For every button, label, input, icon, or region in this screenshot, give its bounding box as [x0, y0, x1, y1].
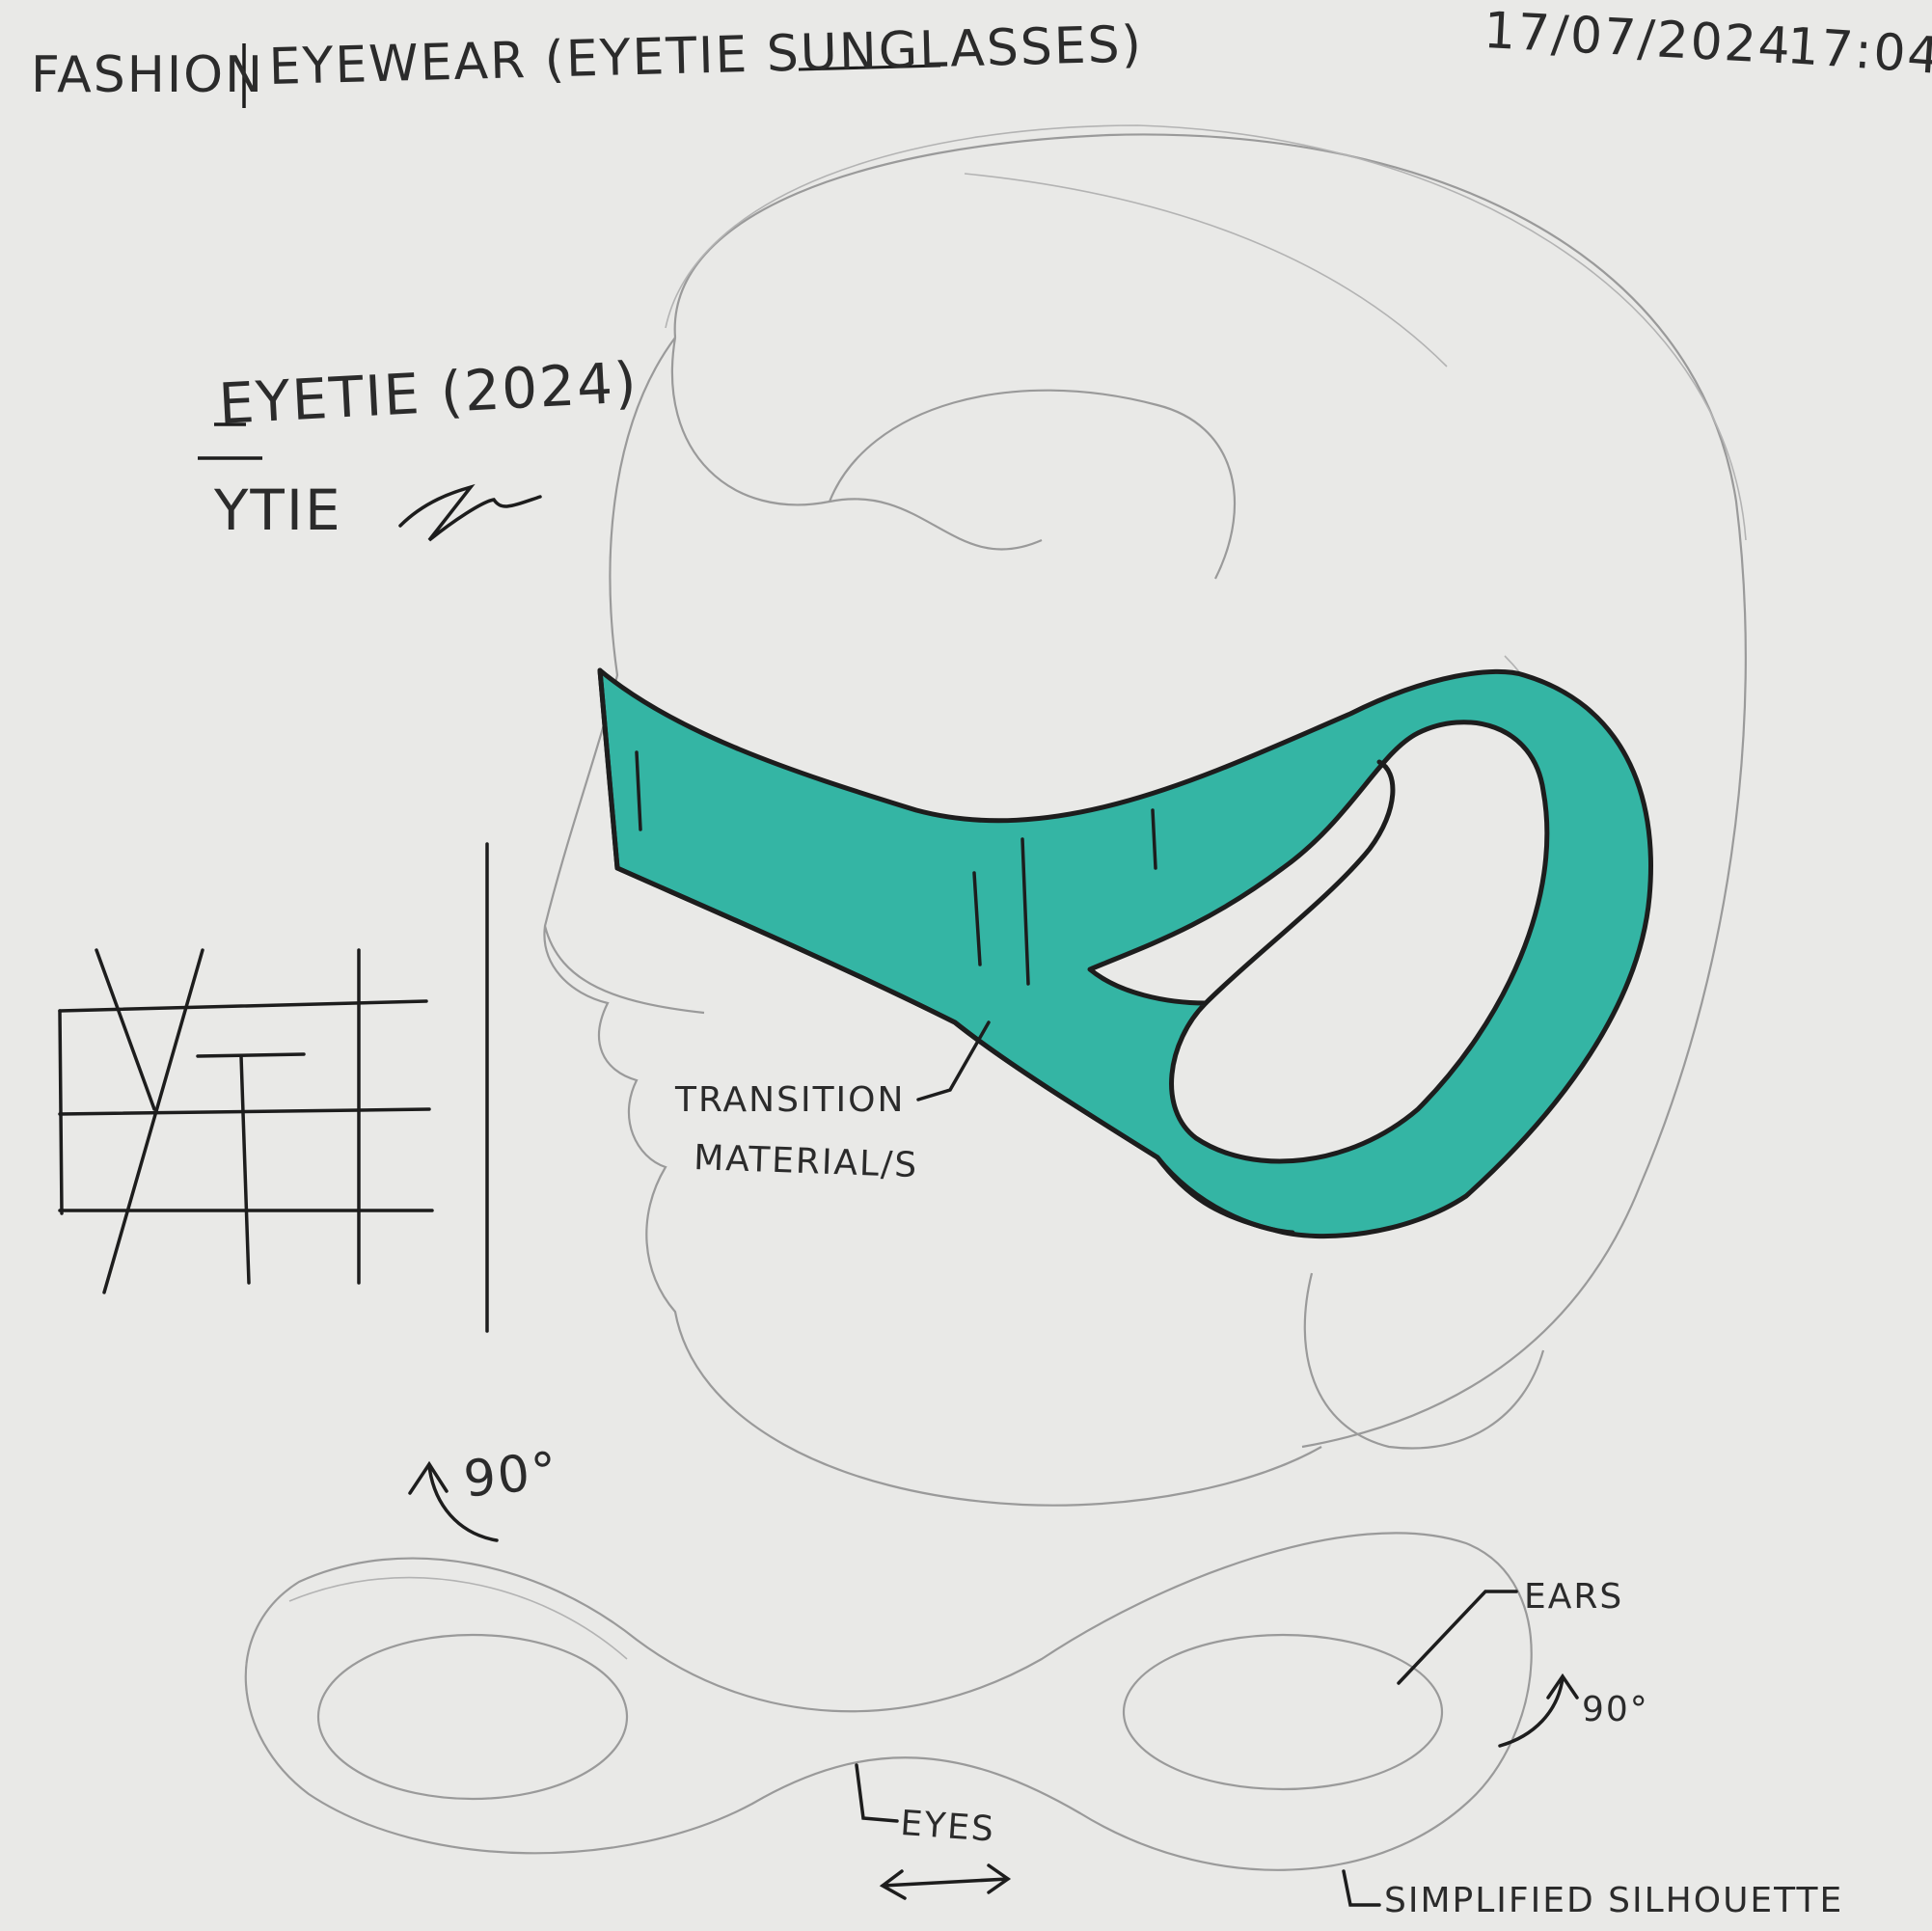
label-simplified-silhouette: SIMPLIFIED SILHOUETTE — [1384, 1881, 1844, 1920]
label-rotate-left: 90° — [461, 1441, 561, 1509]
header-category: FASHION — [31, 46, 264, 104]
label-materials: MATERIAL/S — [693, 1138, 919, 1186]
silhouette-leader — [1342, 1869, 1381, 1907]
ears-leader — [1397, 1590, 1518, 1685]
label-eyes: EYES — [899, 1804, 997, 1850]
simplified-silhouette-pencil — [244, 1532, 1533, 1871]
signature-mark — [398, 483, 542, 542]
transition-leader — [916, 1020, 991, 1101]
sunglasses-underline — [798, 64, 941, 71]
eyes-leader — [855, 1763, 899, 1823]
label-transition: TRANSITION — [675, 1080, 906, 1120]
header-time: 17:04 — [1784, 17, 1932, 87]
ytie-grid-logo — [58, 842, 489, 1333]
label-rotate-right: 90° — [1582, 1690, 1649, 1729]
brand-short: YTIE — [214, 477, 342, 543]
rotate-arrow-left — [408, 1460, 499, 1542]
eyes-double-arrow — [879, 1863, 1012, 1900]
label-ears: EARS — [1524, 1577, 1624, 1617]
eyetie-frame — [597, 667, 1653, 1239]
rotate-arrow-right — [1498, 1673, 1579, 1748]
